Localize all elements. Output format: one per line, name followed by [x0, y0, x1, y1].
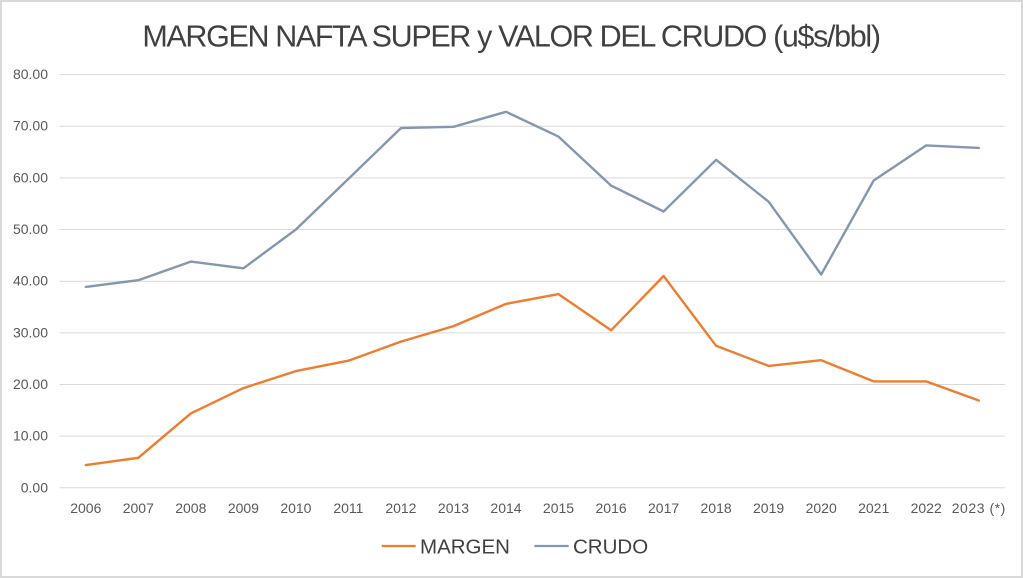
svg-text:50.00: 50.00 — [13, 221, 48, 237]
svg-text:2006: 2006 — [70, 500, 101, 516]
svg-text:2007: 2007 — [123, 500, 154, 516]
svg-text:2008: 2008 — [175, 500, 206, 516]
svg-text:70.00: 70.00 — [13, 118, 48, 134]
svg-text:2016: 2016 — [596, 500, 627, 516]
svg-text:MARGEN NAFTA SUPER y VALOR DEL: MARGEN NAFTA SUPER y VALOR DEL CRUDO (u$… — [142, 19, 879, 53]
svg-text:60.00: 60.00 — [13, 169, 48, 185]
svg-text:CRUDO: CRUDO — [573, 536, 648, 559]
svg-text:80.00: 80.00 — [13, 66, 48, 82]
svg-text:20.00: 20.00 — [13, 376, 48, 392]
svg-text:2018: 2018 — [701, 500, 732, 516]
svg-text:40.00: 40.00 — [13, 273, 48, 289]
svg-text:2012: 2012 — [385, 500, 416, 516]
svg-text:2021: 2021 — [858, 500, 889, 516]
svg-text:2020: 2020 — [806, 500, 837, 516]
svg-text:2017: 2017 — [648, 500, 679, 516]
svg-text:2011: 2011 — [333, 500, 363, 516]
svg-text:2009: 2009 — [228, 500, 259, 516]
svg-text:2022: 2022 — [911, 500, 942, 516]
svg-text:2013: 2013 — [438, 500, 469, 516]
svg-text:30.00: 30.00 — [13, 324, 48, 340]
svg-text:2010: 2010 — [280, 500, 311, 516]
svg-text:2014: 2014 — [490, 500, 521, 516]
svg-text:0.00: 0.00 — [21, 479, 48, 495]
svg-text:10.00: 10.00 — [13, 428, 48, 444]
svg-text:2023 (*): 2023 (*) — [952, 500, 1006, 516]
svg-text:MARGEN: MARGEN — [420, 536, 510, 559]
svg-text:2015: 2015 — [543, 500, 574, 516]
svg-text:2019: 2019 — [753, 500, 784, 516]
